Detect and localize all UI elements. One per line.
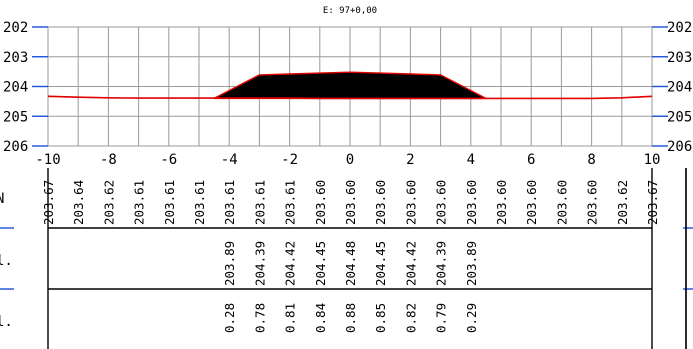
table-cell-row3: 0.85 <box>373 303 388 333</box>
x-tick-label: -10 <box>35 152 60 168</box>
x-tick-label: -4 <box>221 152 238 168</box>
row-label-n: N <box>0 191 4 207</box>
table-cell-row3: 0.29 <box>464 303 479 333</box>
table-cell-row1: 203.60 <box>434 180 449 225</box>
y-tick-label: 202 <box>667 20 692 36</box>
y-tick-label: 203 <box>3 50 28 66</box>
x-tick-label: 0 <box>346 152 354 168</box>
table-cell-row1: 203.64 <box>71 180 86 225</box>
table-cell-row1: 203.60 <box>403 180 418 225</box>
table-cell-row3: 0.28 <box>222 303 237 333</box>
table-cell-row1: 203.61 <box>162 180 177 225</box>
embankment-fill-area <box>213 71 487 100</box>
chart-series <box>47 71 653 100</box>
table-cell-row1: 203.60 <box>464 180 479 225</box>
terrain-line <box>47 95 653 100</box>
section-title: E: 97+0,00 <box>323 6 377 16</box>
table-cell-row1: 203.61 <box>192 180 207 225</box>
table-cell-row1: 203.62 <box>615 180 630 225</box>
table-cell-row1: 203.60 <box>494 180 509 225</box>
table-cell-row2: 204.45 <box>373 241 388 286</box>
x-tick-label: -8 <box>100 152 117 168</box>
y-tick-label: 206 <box>667 139 692 155</box>
y-tick-label: 204 <box>3 80 28 96</box>
table-cell-row1: 203.60 <box>373 180 388 225</box>
table-cell-row1: 203.60 <box>554 180 569 225</box>
table-cell-row1: 203.60 <box>524 180 539 225</box>
y-tick-label: 204 <box>667 80 692 96</box>
table-cell-row1: 203.60 <box>313 180 328 225</box>
data-table: Nl. l. 203.67 203.64 203.62 203.61 203.61 203.6… <box>0 168 693 349</box>
y-tick-label: 203 <box>667 50 692 66</box>
x-tick-label: -6 <box>160 152 177 168</box>
table-cell-row3: 0.78 <box>252 303 267 333</box>
y-tick-label: 202 <box>3 20 28 36</box>
table-cell-row2: 204.39 <box>252 241 267 286</box>
table-cell-row2: 204.45 <box>313 241 328 286</box>
table-cell-row3: 0.84 <box>313 303 328 333</box>
table-cell-row3: 0.88 <box>343 303 358 333</box>
table-cell-row1: 203.60 <box>343 180 358 225</box>
table-cell-row1: 203.61 <box>252 180 267 225</box>
table-cell-row1: 203.61 <box>222 180 237 225</box>
table-cell-row2: 204.42 <box>283 241 298 286</box>
x-tick-label: -2 <box>281 152 298 168</box>
table-cell-row2: 203.89 <box>222 241 237 286</box>
table-cell-row2: 204.39 <box>434 241 449 286</box>
table-cell-row3: 0.81 <box>283 303 298 333</box>
x-tick-label: 6 <box>527 152 535 168</box>
y-tick-label: 205 <box>3 109 28 125</box>
table-cell-row1: 203.67 <box>645 180 660 225</box>
table-cell-row1: 203.67 <box>41 180 56 225</box>
y-tick-label: 205 <box>667 109 692 125</box>
table-cell-row3: 0.82 <box>403 303 418 333</box>
x-tick-label: 8 <box>587 152 595 168</box>
table-cell-row2: 203.89 <box>464 241 479 286</box>
table-cell-row2: 204.42 <box>403 241 418 286</box>
table-cell-row1: 203.60 <box>585 180 600 225</box>
y-tick-label: 206 <box>3 139 28 155</box>
table-cell-row1: 203.61 <box>283 180 298 225</box>
x-tick-label: 4 <box>467 152 475 168</box>
table-cell-row2: 204.48 <box>343 241 358 286</box>
x-tick-label: 10 <box>644 152 661 168</box>
table-cell-row3: 0.79 <box>434 303 449 333</box>
table-cell-row1: 203.62 <box>101 180 116 225</box>
row-label-3: l. <box>0 314 13 330</box>
table-cell-row1: 203.61 <box>132 180 147 225</box>
row-label-2: l. <box>0 253 13 269</box>
x-tick-label: 2 <box>406 152 414 168</box>
